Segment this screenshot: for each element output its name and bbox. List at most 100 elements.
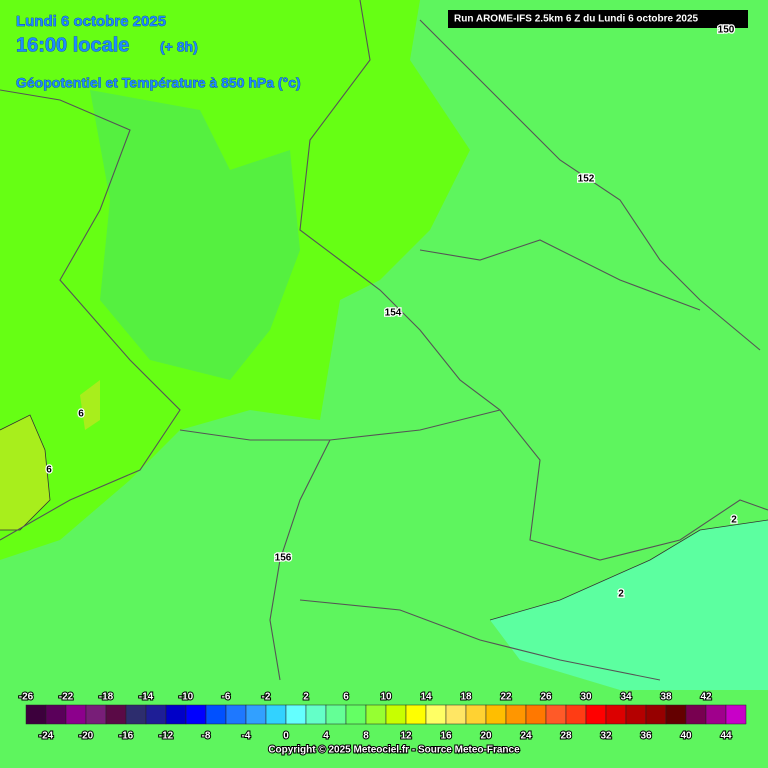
colorbar-label: 16 — [440, 731, 452, 742]
border-line — [299, 599, 661, 681]
contour-label: 2 — [618, 589, 624, 600]
colorbar-swatch — [525, 704, 547, 725]
colorbar-label: -16 — [119, 731, 134, 742]
colorbar-label: -20 — [79, 731, 94, 742]
border-line — [419, 19, 761, 351]
colorbar-label: 6 — [343, 692, 349, 703]
colorbar-swatch — [685, 704, 707, 725]
colorbar-label: 28 — [560, 731, 572, 742]
colorbar-label: 30 — [580, 692, 592, 703]
colorbar-label: 12 — [400, 731, 412, 742]
colorbar-label: -24 — [39, 731, 54, 742]
colorbar-swatch — [565, 704, 587, 725]
border-line — [419, 239, 701, 311]
colorbar-label: 42 — [700, 692, 712, 703]
contour-line — [489, 519, 768, 621]
colorbar-label: 22 — [500, 692, 512, 703]
colorbar-swatch — [25, 704, 47, 725]
date: Lundi 6 octobre 2025 — [16, 13, 166, 30]
colorbar-label: -2 — [262, 692, 271, 703]
border-line — [299, 0, 768, 561]
colorbar-swatch — [725, 704, 747, 725]
run: Run AROME-IFS 2.5km 6 Z du Lundi 6 octob… — [454, 14, 699, 25]
colorbar-swatch — [385, 704, 407, 725]
colorbar-swatch — [365, 704, 387, 725]
colorbar-swatch — [405, 704, 427, 725]
colorbar-label: 24 — [520, 731, 532, 742]
colorbar-label: 44 — [720, 731, 732, 742]
colorbar-swatch — [165, 704, 187, 725]
colorbar-swatch — [145, 704, 167, 725]
colorbar-label: -4 — [242, 731, 251, 742]
colorbar-label: 8 — [363, 731, 369, 742]
warm-patch — [0, 415, 50, 530]
colorbar-swatch — [505, 704, 527, 725]
contour-label: 154 — [385, 308, 402, 319]
colorbar-label: -18 — [99, 692, 114, 703]
colorbar-swatch — [305, 704, 327, 725]
colorbar-label: 34 — [620, 692, 632, 703]
colorbar-swatch — [125, 704, 147, 725]
colorbar-swatch — [605, 704, 627, 725]
colorbar-swatch — [485, 704, 507, 725]
colorbar-label: 14 — [420, 692, 432, 703]
contour-label: 150 — [718, 25, 735, 36]
colorbar-label: 40 — [680, 731, 692, 742]
colorbar-swatch — [45, 704, 67, 725]
colorbar-swatch — [645, 704, 667, 725]
colorbar-swatch — [65, 704, 87, 725]
colorbar-label: 20 — [480, 731, 492, 742]
colorbar-label: -26 — [19, 692, 34, 703]
colorbar-label: -12 — [159, 731, 174, 742]
colorbar: -26-24-22-20-18-16-14-12-10-8-6-4-202468… — [18, 691, 747, 743]
warm-patch — [80, 380, 100, 430]
colorbar-label: -10 — [179, 692, 194, 703]
border-line — [179, 409, 501, 441]
colorbar-label: 10 — [380, 692, 392, 703]
colorbar-label: 36 — [640, 731, 652, 742]
colorbar-swatch — [445, 704, 467, 725]
colorbar-label: 18 — [460, 692, 472, 703]
colorbar-label: 2 — [303, 692, 309, 703]
border-line — [269, 439, 331, 681]
colorbar-label: 38 — [660, 692, 672, 703]
cool-zone — [90, 90, 300, 380]
colorbar-label: -6 — [222, 692, 231, 703]
colorbar-swatch — [185, 704, 207, 725]
colorbar-swatch — [265, 704, 287, 725]
colorbar-swatch — [85, 704, 107, 725]
colorbar-swatch — [705, 704, 727, 725]
colorbar-label: 4 — [323, 731, 329, 742]
colorbar-swatch — [325, 704, 347, 725]
colorbar-label: -8 — [202, 731, 211, 742]
colorbar-swatch — [245, 704, 267, 725]
colorbar-swatch — [345, 704, 367, 725]
colorbar-label: 0 — [283, 731, 289, 742]
contour-label: 6 — [78, 409, 84, 420]
colorbar-swatch — [465, 704, 487, 725]
colorbar-swatch — [585, 704, 607, 725]
colorbar-swatch — [105, 704, 127, 725]
contour-label: 6 — [46, 465, 52, 476]
colorbar-swatch — [625, 704, 647, 725]
colorbar-label: -14 — [139, 692, 154, 703]
cool-patch — [490, 520, 768, 690]
colorbar-swatch — [225, 704, 247, 725]
lead: (+ 8h) — [160, 39, 198, 55]
colorbar-label: -22 — [59, 692, 74, 703]
run-box — [448, 10, 748, 28]
colorbar-swatch — [665, 704, 687, 725]
colorbar-label: 26 — [540, 692, 552, 703]
subtitle: Géopotentiel et Température à 850 hPa (°… — [16, 75, 301, 91]
colorbar-swatch — [205, 704, 227, 725]
colorbar-swatch — [285, 704, 307, 725]
contour-label: 156 — [275, 553, 292, 564]
border-line — [0, 89, 181, 541]
copyright: Copyright © 2025 Meteociel.fr - Source M… — [268, 745, 520, 756]
contour-label: 152 — [578, 174, 595, 185]
time: 16:00 locale — [16, 34, 129, 56]
contour-label: 2 — [731, 515, 737, 526]
colorbar-swatch — [545, 704, 567, 725]
